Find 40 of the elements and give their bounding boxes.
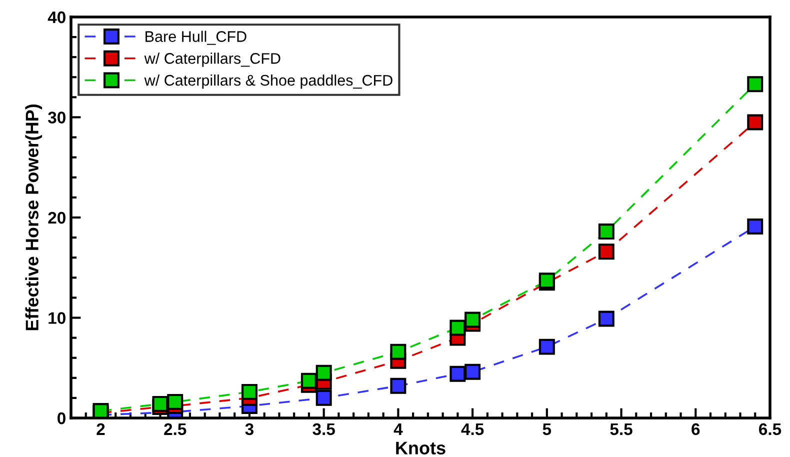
x-tick-label: 5.5 <box>610 423 632 436</box>
point <box>316 364 332 381</box>
point <box>390 378 406 394</box>
x-tick-label: 6 <box>692 423 700 436</box>
y-tick-label: 40 <box>48 11 66 24</box>
point <box>464 364 481 380</box>
x-tick-label: 4 <box>394 423 403 435</box>
y-tick-label: 10 <box>48 312 66 324</box>
x-axis-title: Knots <box>396 442 446 454</box>
x-tick-label: 3 <box>245 423 254 436</box>
x-tick-label: 2.5 <box>164 423 186 436</box>
point <box>390 344 406 360</box>
legend-label: Bare Hull_CFD <box>146 30 246 45</box>
point <box>450 366 466 382</box>
x-tick-label: 6.5 <box>759 423 782 436</box>
point <box>464 312 481 328</box>
point <box>747 76 764 92</box>
point <box>167 394 184 410</box>
legend-label: w/ Caterpillars & Shoe paddles_CFD <box>144 74 392 89</box>
point <box>598 244 614 260</box>
x-tick-label: 3.5 <box>312 423 335 436</box>
y-tick-label: 20 <box>48 212 66 224</box>
point <box>300 372 317 389</box>
point <box>241 384 258 400</box>
point <box>92 402 109 418</box>
y-tick-label: 0 <box>58 412 66 424</box>
point <box>450 320 466 336</box>
point <box>152 396 168 412</box>
point <box>747 218 764 235</box>
point <box>316 390 332 406</box>
point <box>538 338 555 355</box>
x-tick-label: 5 <box>542 423 552 436</box>
y-axis-title: Effective Horse Power(HP) <box>25 104 42 330</box>
legend-label: w/ Caterpillars_CFD <box>144 52 280 67</box>
point <box>598 310 614 327</box>
x-tick-label: 2 <box>96 423 105 435</box>
point <box>598 224 614 240</box>
x-tick-label: 4.5 <box>461 423 484 436</box>
y-tick-label: 30 <box>48 112 66 124</box>
point <box>747 114 764 130</box>
